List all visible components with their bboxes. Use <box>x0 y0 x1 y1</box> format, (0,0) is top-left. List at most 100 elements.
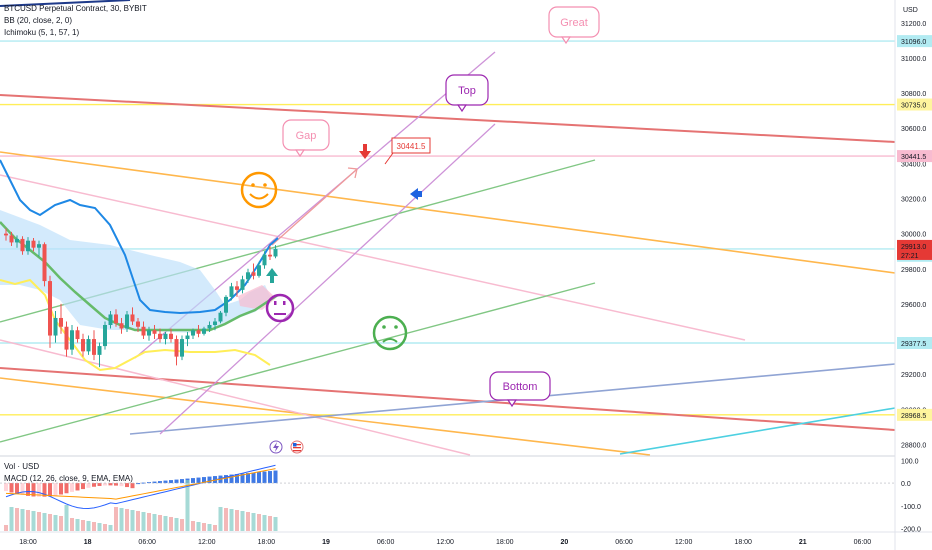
macd-histogram-bar <box>158 481 162 484</box>
volume-bar <box>81 520 85 531</box>
volume-bar <box>169 517 173 531</box>
candle-body <box>163 333 168 340</box>
volume-bar <box>4 525 8 531</box>
candle-body <box>86 339 91 352</box>
price-tick-label: 30000.0 <box>901 232 926 239</box>
volume-bar <box>64 505 69 531</box>
time-axis[interactable]: 18:00 18 06:00 12:00 18:00 19 06:00 12:00 18:00 2… <box>19 539 871 546</box>
volume-bar <box>235 510 239 531</box>
current-price-label: 29913.0 <box>901 244 926 251</box>
volume-bar <box>26 510 30 531</box>
volume-bar <box>163 516 168 531</box>
svg-text:Top: Top <box>458 85 476 97</box>
happy-face-icon <box>240 171 278 209</box>
price-tick-label: 30200.0 <box>901 197 926 204</box>
volume-bar <box>251 513 256 531</box>
red-downtrend-upper <box>0 94 896 143</box>
green-uptrend-lower <box>0 282 596 443</box>
signal-line <box>5 468 276 500</box>
macd-histogram-bar <box>20 483 25 495</box>
candle-body <box>53 317 58 336</box>
volume-bar <box>15 508 19 531</box>
candle-body <box>229 286 234 297</box>
candle-body <box>218 312 223 322</box>
svg-text:30441.5: 30441.5 <box>397 142 426 151</box>
macd-tick-label: -100.0 <box>901 504 921 511</box>
lightning-event-icon[interactable] <box>269 440 283 454</box>
red-downtrend-lower <box>0 367 896 431</box>
time-tick-label: 18:00 <box>496 539 514 546</box>
macd-histogram-bar <box>180 479 184 484</box>
candle-body <box>191 330 195 336</box>
blue-left-arrow-icon <box>410 188 422 200</box>
time-tick-label: 06:00 <box>377 539 395 546</box>
price-tick-label: 29600.0 <box>901 302 926 309</box>
volume-bar <box>114 507 118 531</box>
volume-bar <box>37 512 41 531</box>
candle-body <box>136 321 140 327</box>
volume-bar <box>174 518 179 531</box>
volume-bar <box>213 525 217 531</box>
orange-downtrend-upper <box>0 151 896 274</box>
volume-bar <box>273 517 278 531</box>
macd-histogram-bar <box>48 483 52 497</box>
sad-face-icon <box>372 315 408 351</box>
time-tick-label: 06:00 <box>615 539 633 546</box>
macd-histogram-bar <box>268 471 272 484</box>
candle-body <box>202 328 206 334</box>
candle-body <box>92 339 96 355</box>
macd-histogram-bar <box>202 477 206 484</box>
svg-text:Gap: Gap <box>296 130 317 142</box>
candle-body <box>262 254 267 266</box>
candle-body <box>97 346 102 355</box>
macd-histogram-bar <box>152 481 157 484</box>
volume-bar <box>185 480 190 531</box>
volume-bar <box>59 516 63 531</box>
volume-bar <box>224 508 228 531</box>
macd-histogram-bar <box>235 474 239 484</box>
volume-bar <box>48 514 52 531</box>
neutral-face-icon <box>265 293 295 323</box>
candle-body <box>224 296 228 313</box>
volume-bar <box>119 508 124 531</box>
price-axis[interactable]: USD31200.031000.030800.030600.030400.030… <box>897 7 932 449</box>
volume-bar <box>240 511 245 531</box>
volume-bar <box>9 507 14 531</box>
price-level-tag-label: 31096.0 <box>901 39 926 46</box>
volume-bar <box>196 522 201 531</box>
volume-bar <box>191 521 195 531</box>
macd-histogram-bar <box>174 479 179 484</box>
macd-histogram-bar <box>191 478 195 484</box>
purple-channel-lower <box>159 123 496 435</box>
candle-body <box>268 254 272 257</box>
candle-body <box>257 265 261 276</box>
price-level-tag <box>897 98 932 111</box>
macd-histogram-bar <box>136 483 140 485</box>
us-flag-event-icon[interactable] <box>290 440 304 454</box>
candle-body <box>42 244 47 282</box>
candle-body <box>180 339 184 357</box>
price-level-tag-label: 29377.5 <box>901 341 926 348</box>
candle-body <box>174 339 179 357</box>
legend-macd: MACD (12, 26, close, 9, EMA, EMA) <box>4 474 133 483</box>
price-tick-label: 30400.0 <box>901 161 926 168</box>
volume-bar <box>141 512 146 531</box>
candle-body <box>81 339 85 352</box>
volume-bar <box>158 515 162 531</box>
candle-body <box>207 325 212 329</box>
trend-lines <box>0 51 896 456</box>
candle-body <box>251 272 256 276</box>
svg-text:Bottom: Bottom <box>503 381 538 393</box>
countdown-label: 27:21 <box>901 253 919 260</box>
svg-text:Great: Great <box>560 17 588 29</box>
price-level-tag-label: 30735.0 <box>901 103 926 110</box>
macd-histogram-bar <box>37 483 41 497</box>
candle-body <box>196 330 201 334</box>
time-tick-label: 12:00 <box>198 539 216 546</box>
macd-histogram-bar <box>59 483 63 495</box>
price-level-tag-label: 30441.5 <box>901 154 926 161</box>
volume-bar <box>246 512 250 531</box>
volume-bar <box>229 509 234 531</box>
candle-body <box>26 240 30 252</box>
